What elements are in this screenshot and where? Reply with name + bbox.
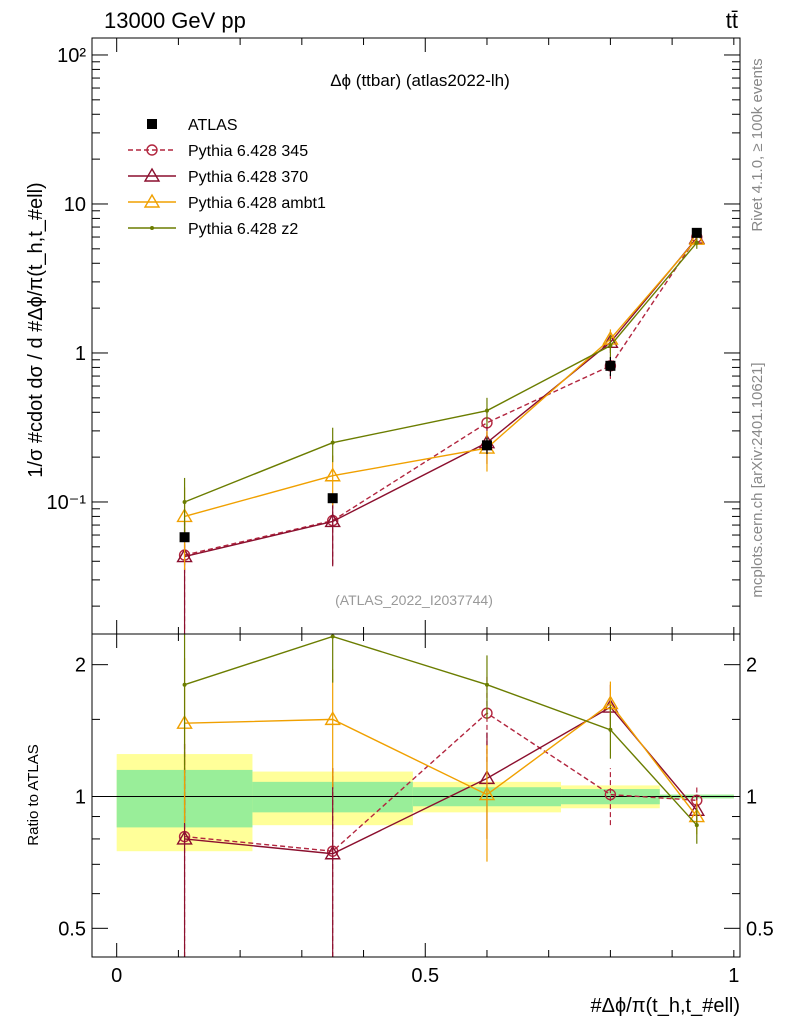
ratio-point <box>484 682 489 687</box>
x-tick-label: 0.5 <box>411 965 439 987</box>
energy-label: 13000 GeV pp <box>104 8 246 33</box>
legend-marker <box>150 226 154 230</box>
series-point <box>330 440 335 445</box>
legend-marker <box>143 193 161 208</box>
process-label: tt̄ <box>726 8 738 33</box>
ratio-point <box>604 788 617 801</box>
series-point <box>694 240 699 245</box>
ratio-point <box>330 634 335 639</box>
legend-marker <box>146 144 158 156</box>
series-point <box>484 408 489 413</box>
ratio-point <box>324 710 341 726</box>
ratio-y-tick-label: 2 <box>746 655 757 677</box>
x-axis-title: #Δϕ/π(t_h,t_#ell) <box>590 995 740 1017</box>
ratio-point <box>694 823 699 828</box>
chart-title: Δϕ (ttbar) (atlas2022-lh) <box>330 71 510 90</box>
series-point <box>324 467 341 482</box>
legend: ATLAS Pythia 6.428 345 Pythia 6.428 370 Pyt… <box>128 117 326 238</box>
ratio-y-tick-label: 1 <box>75 786 86 808</box>
ratio-panel-series <box>176 634 706 957</box>
series-line <box>184 237 698 558</box>
y-tick-label: 10² <box>57 45 86 67</box>
data-point <box>179 532 190 543</box>
y-tick-label: 1 <box>75 343 86 365</box>
ratio-y-tick-label: 0.5 <box>746 918 774 940</box>
y-axis-title-top-text: 1/σ #cdot dσ / d #Δϕ/π(t_h,t_#ell) <box>25 182 47 477</box>
bottom-frame <box>91 633 741 958</box>
series-point <box>182 499 187 504</box>
ratio-y-tick-label: 0.5 <box>58 918 86 940</box>
ratio-point <box>324 845 341 860</box>
y-axis-title-bottom: Ratio to ATLAS <box>25 744 42 845</box>
series-point <box>608 343 613 348</box>
data-point <box>327 493 338 504</box>
top-panel-series <box>176 227 706 634</box>
analysis-label: (ATLAS_2022_I2037744) <box>335 592 493 608</box>
data-point <box>691 227 702 238</box>
ratio-panel-axes: 0 0.5 1 0.5 0.5 1 1 2 2 <box>58 633 774 987</box>
legend-label: ATLAS <box>188 117 238 134</box>
arxiv-label: mcplots.cern.ch [arXiv:2401.10621] <box>749 362 766 597</box>
legend-label: Pythia 6.428 z2 <box>188 221 298 238</box>
x-tick-label: 1 <box>728 965 739 987</box>
y-tick-label: 10⁻¹ <box>47 492 87 514</box>
ratio-y-tick-label: 2 <box>75 655 86 677</box>
series-line <box>184 236 698 556</box>
ratio-point <box>176 830 193 845</box>
ratio-point <box>182 682 187 687</box>
x-tick-label: 0 <box>111 965 122 987</box>
data-point <box>481 440 492 451</box>
y-tick-label: 10 <box>64 194 86 216</box>
legend-label: Pythia 6.428 370 <box>188 169 308 186</box>
ratio-point <box>478 786 496 801</box>
legend-label: Pythia 6.428 ambt1 <box>188 195 326 212</box>
series-line <box>184 238 698 518</box>
rivet-version-label: Rivet 4.1.0, ≥ 100k events <box>749 58 766 231</box>
legend-marker <box>147 119 157 129</box>
series-line <box>184 242 698 503</box>
series-point <box>324 513 341 528</box>
ratio-point <box>608 727 613 732</box>
y-axis-title-top: 1/σ #cdot dσ / d #Δϕ/π(t_h,t_#ell) <box>25 182 47 477</box>
data-point <box>605 360 616 371</box>
legend-label: Pythia 6.428 345 <box>188 143 308 160</box>
y-axis-title-bottom-text: Ratio to ATLAS <box>25 744 42 845</box>
ratio-y-tick-label: 1 <box>746 786 757 808</box>
legend-marker <box>143 167 161 182</box>
top-panel-axes: 10⁻¹ 1 10 10² <box>47 37 741 635</box>
